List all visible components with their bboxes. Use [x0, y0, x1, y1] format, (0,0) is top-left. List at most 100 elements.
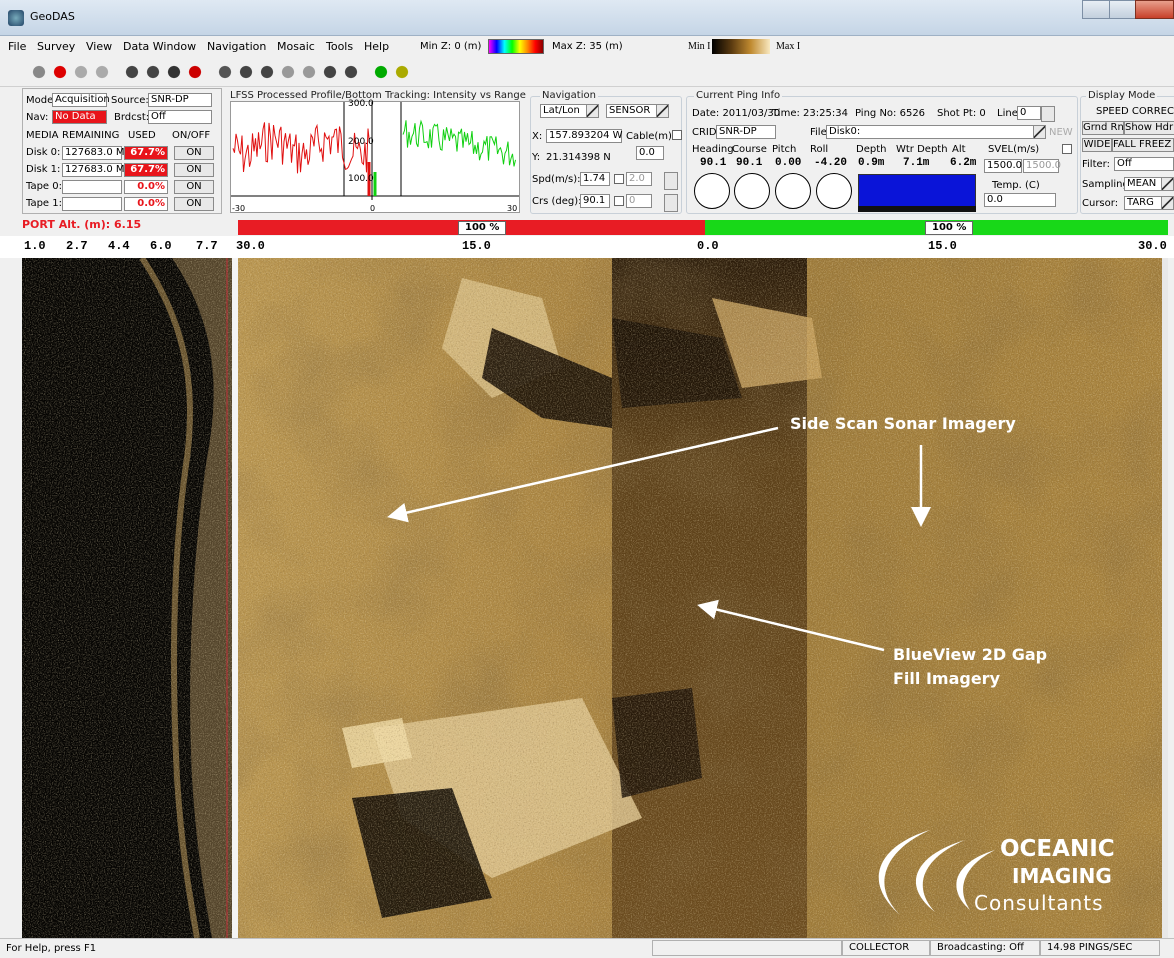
toolbar-button[interactable] — [216, 63, 234, 81]
filter-select[interactable]: Off — [1114, 157, 1174, 171]
group-title: Current Ping Info — [694, 90, 783, 102]
starboard-percent: 100 % — [925, 221, 974, 235]
media-state[interactable]: ON — [174, 197, 214, 211]
readout-label: Course — [732, 144, 767, 155]
speed-correct-button[interactable]: SPEED CORRECT — [1096, 106, 1174, 117]
toolbar-button[interactable] — [51, 63, 69, 81]
port-altitude: PORT Alt. (m): 6.15 — [22, 218, 142, 231]
toolbar-button[interactable] — [123, 63, 141, 81]
media-state[interactable]: ON — [174, 180, 214, 194]
menu-item[interactable]: File — [8, 40, 27, 53]
speed-checkbox[interactable] — [614, 174, 624, 184]
color-scale-label: Max Z: 35 (m) — [552, 41, 623, 52]
toolbar-button[interactable] — [321, 63, 339, 81]
wide-button[interactable]: WIDE — [1082, 138, 1112, 152]
toolbar-button[interactable] — [393, 63, 411, 81]
sampling-select[interactable]: MEAN — [1124, 177, 1164, 191]
toolbar-button[interactable] — [372, 63, 390, 81]
sonar-image — [22, 258, 1168, 938]
group-title: Navigation — [540, 90, 598, 102]
menu-item[interactable]: Navigation — [207, 40, 267, 53]
media-state[interactable]: ON — [174, 163, 214, 177]
label: Source: — [111, 95, 149, 106]
menu-item[interactable]: View — [86, 40, 113, 53]
media-header: MEDIA — [26, 130, 59, 141]
toolbar-button[interactable] — [144, 63, 162, 81]
new-button[interactable]: NEW — [1049, 127, 1073, 138]
cable-checkbox[interactable] — [672, 130, 682, 140]
toolbar-button[interactable] — [279, 63, 297, 81]
media-remaining: 127683.0 MB — [62, 146, 131, 160]
speed-set: 2.0 — [626, 172, 652, 186]
course-set: 0 — [626, 194, 652, 208]
toolbar-button[interactable] — [165, 63, 183, 81]
label: Mode: — [26, 95, 57, 106]
status-pane: Broadcasting: Off — [930, 940, 1040, 956]
label: Sampling: — [1082, 179, 1133, 190]
ground-range-button[interactable]: Grnd Rng — [1082, 121, 1131, 135]
label: Ping No: 6526 — [855, 108, 926, 119]
profile-y-label: 200.0 — [348, 137, 374, 147]
depth-color-scale — [488, 39, 544, 54]
brdcst-field: Off — [148, 110, 212, 124]
media-state[interactable]: ON — [174, 146, 214, 160]
toolbar-button[interactable] — [300, 63, 318, 81]
menu-item[interactable]: Survey — [37, 40, 76, 53]
media-remaining: 127683.0 MB — [62, 163, 131, 177]
attitude-dial — [775, 173, 811, 209]
dropdown-arrow[interactable] — [1161, 196, 1174, 210]
label: Line: — [997, 108, 1022, 119]
svel-set: 1500.0 — [1023, 159, 1061, 173]
file-select[interactable]: Disk0: — [826, 125, 1046, 139]
cursor-select[interactable]: TARG — [1124, 196, 1164, 210]
toolbar-button[interactable] — [72, 63, 90, 81]
label: File: — [810, 127, 831, 138]
svel-checkbox[interactable] — [1062, 144, 1072, 154]
spinner[interactable] — [664, 194, 678, 212]
menu-item[interactable]: Mosaic — [277, 40, 315, 53]
profile-x-label: -30 — [232, 204, 246, 213]
app-icon — [8, 10, 24, 26]
minimize-button[interactable] — [1082, 0, 1110, 19]
panel-title: LFSS Processed Profile/Bottom Tracking: … — [230, 90, 526, 101]
cable-value: 0.0 — [636, 146, 664, 160]
readout-value: 0.00 — [775, 157, 802, 169]
course-checkbox[interactable] — [614, 196, 624, 206]
dropdown-arrow[interactable] — [586, 104, 599, 118]
toolbar-button[interactable] — [186, 63, 204, 81]
title-bar — [0, 0, 1174, 36]
status-pane — [652, 940, 842, 956]
spinner[interactable] — [664, 172, 678, 190]
show-header-button[interactable]: Show Hdr — [1124, 121, 1174, 135]
attitude-dial — [734, 173, 770, 209]
media-used: 0.0% — [124, 180, 168, 194]
temp-label: Temp. (C) — [992, 180, 1040, 191]
label: Cable(m): — [626, 131, 676, 142]
spinner[interactable] — [1041, 106, 1055, 122]
dropdown-arrow[interactable] — [1161, 177, 1174, 191]
readout-label: Heading — [692, 144, 734, 155]
fall-freeze-button[interactable]: FALL FREEZ — [1112, 138, 1174, 152]
label: Shot Pt: 0 — [937, 108, 986, 119]
toolbar-button[interactable] — [237, 63, 255, 81]
toolbar-button[interactable] — [30, 63, 48, 81]
maximize-button[interactable] — [1109, 0, 1136, 19]
menu-item[interactable]: Data Window — [123, 40, 197, 53]
logo-text: Consultants — [974, 891, 1104, 915]
close-button[interactable] — [1135, 0, 1174, 19]
dropdown-arrow[interactable] — [656, 104, 669, 118]
toolbar-button[interactable] — [342, 63, 360, 81]
media-header: ON/OFF — [172, 130, 211, 141]
toolbar-button[interactable] — [93, 63, 111, 81]
menu-item[interactable]: Help — [364, 40, 390, 53]
media-remaining — [62, 180, 122, 194]
label: CRID: — [692, 127, 720, 138]
seafloor — [858, 206, 976, 212]
dropdown-arrow[interactable] — [1033, 125, 1046, 139]
toolbar-button[interactable] — [258, 63, 276, 81]
label: Brdcst: — [114, 112, 150, 123]
menu-item[interactable]: Tools — [326, 40, 354, 53]
color-scale-label: Max I — [776, 41, 801, 52]
port-percent: 100 % — [458, 221, 507, 235]
